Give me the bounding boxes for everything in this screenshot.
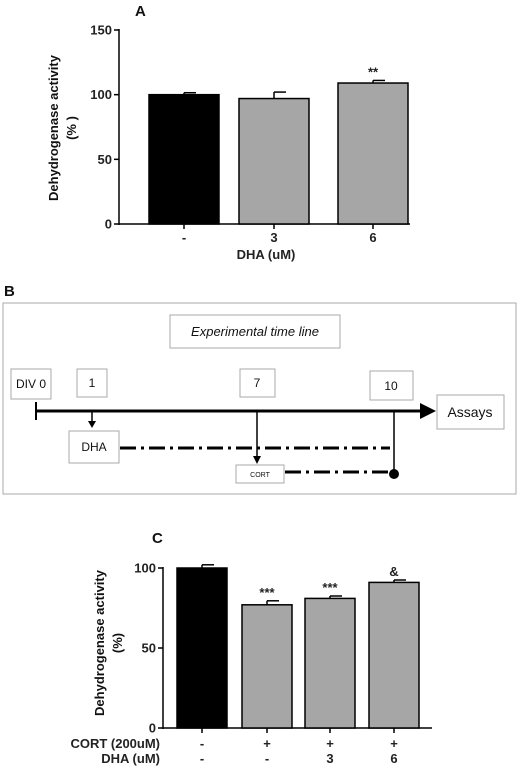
panel-label-b: B [4, 283, 15, 300]
chart-c: C Dehydrogenase activity (%) CORT (200uM… [70, 530, 432, 766]
chart-[object Object]-bar [148, 93, 220, 225]
chart-[object Object]-ytick-label: 150 [90, 23, 112, 38]
chart-a-ylabel-line2: (% ) [64, 116, 79, 140]
chart-[object Object]-category-label: 3 [270, 230, 277, 245]
chart-[object Object]-significance-label: *** [259, 585, 275, 600]
panel-label-c: C [152, 530, 163, 547]
day-box-1 [76, 368, 108, 398]
chart-[object Object]-ytick-label: 50 [142, 641, 156, 656]
dha-box [68, 430, 120, 464]
cort-box [235, 464, 285, 484]
chart-[object Object]-row-value: + [263, 736, 271, 751]
row-label-cort: CORT (200uM) [70, 736, 160, 751]
day-box-7 [239, 368, 276, 398]
chart-c-ylabel-line1: Dehydrogenase activity [92, 569, 107, 716]
chart-[object Object]-row-value: - [265, 751, 269, 766]
chart-[object Object]-row-value: 6 [390, 751, 397, 766]
timeline-title-box [169, 314, 341, 349]
chart-[object Object]-bar [337, 82, 409, 225]
chart-[object Object]-significance-label: *** [322, 580, 338, 595]
chart-[object Object]-ytick-label: 50 [98, 152, 112, 167]
cort-arrow-head [253, 456, 261, 464]
day-label-div0: DIV 0 [16, 377, 46, 391]
timeline-panel: B Experimental time line DIV 0 1 7 10 As… [2, 283, 517, 495]
chart-[object Object]-category-label: 6 [369, 230, 376, 245]
chart-a: A Dehydrogenase activity (% ) DHA (uM) 0… [46, 3, 410, 262]
assays-box [436, 394, 505, 430]
chart-a-xlabel: DHA (uM) [237, 247, 296, 262]
day-label-7: 7 [254, 376, 261, 390]
timeline-title: Experimental time line [191, 324, 319, 339]
chart-c-ylabel: Dehydrogenase activity (%) [92, 569, 125, 716]
chart-[object Object]-bar [368, 581, 420, 729]
panel-label-a: A [135, 3, 146, 20]
day-label-10: 10 [384, 379, 398, 393]
chart-a-ylabel-line1: Dehydrogenase activity [46, 54, 61, 201]
chart-[object Object]-row-value: - [200, 736, 204, 751]
endpoint-dot [389, 469, 399, 479]
day-label-1: 1 [89, 376, 96, 390]
timeline-arrowhead [420, 403, 436, 419]
chart-[object Object]-row-value: + [326, 736, 334, 751]
day-box-10 [369, 370, 414, 401]
chart-[object Object]-bar [241, 604, 293, 729]
chart-[object Object]-row-value: 3 [326, 751, 333, 766]
chart-[object Object]-significance-label: & [389, 564, 398, 579]
chart-[object Object]-bar [304, 597, 356, 729]
row-label-dha: DHA (uM) [101, 751, 160, 766]
chart-[object Object]-ytick-label: 100 [90, 87, 112, 102]
chart-[object Object]-row-value: - [200, 751, 204, 766]
chart-[object Object]-row-value: + [390, 736, 398, 751]
chart-c-ylabel-line2: (%) [110, 633, 125, 653]
cort-label: CORT [250, 472, 270, 479]
dha-label: DHA [81, 440, 106, 454]
assays-label: Assays [447, 404, 492, 420]
chart-[object Object]-bar [238, 97, 310, 225]
chart-[object Object]-bar [176, 567, 228, 729]
chart-[object Object]-significance-label: ** [368, 64, 379, 79]
chart-[object Object]-ytick-label: 100 [134, 561, 156, 576]
day-box-div0 [10, 368, 52, 400]
dha-arrow-head [88, 421, 96, 428]
chart-[object Object]-ytick-label: 0 [149, 721, 156, 736]
chart-[object Object]-ytick-label: 0 [105, 217, 112, 232]
chart-[object Object]-category-label: - [182, 230, 186, 245]
chart-a-ylabel: Dehydrogenase activity (% ) [46, 54, 79, 201]
